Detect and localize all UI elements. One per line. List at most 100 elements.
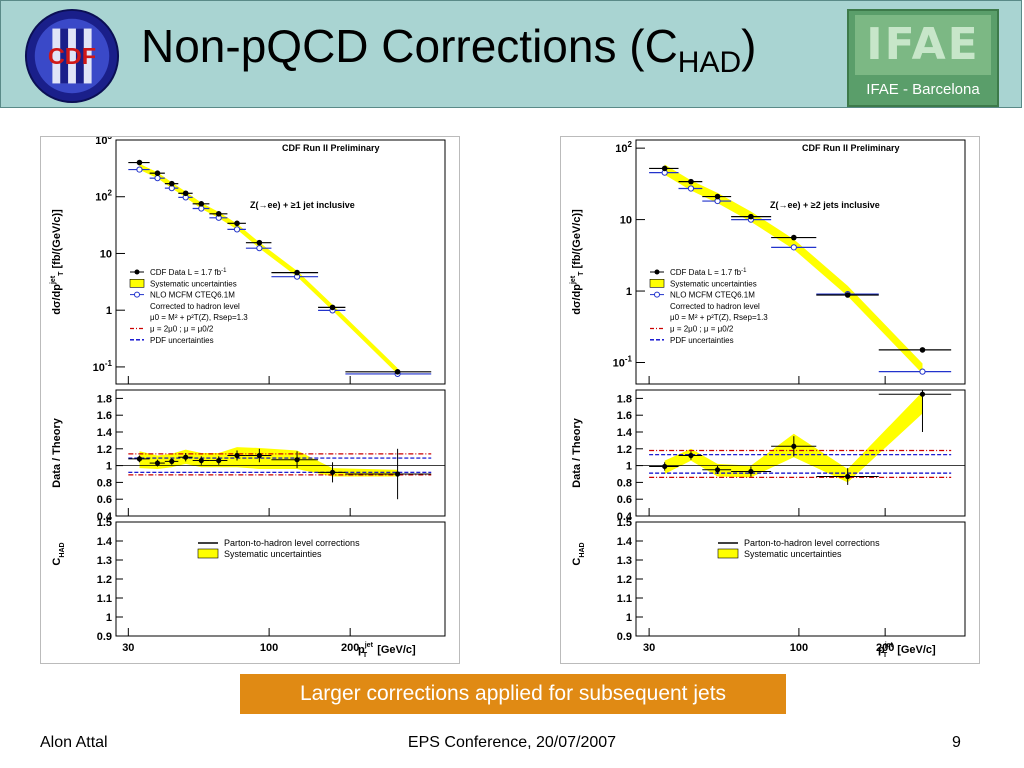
data-point [329,304,336,311]
preliminary-label: CDF Run II Preliminary [282,143,380,153]
title-sub: HAD [677,46,742,80]
data-point [215,211,222,217]
y-tick-label-top: 102 [95,189,112,204]
data-point [182,190,189,197]
ratio-point [136,456,143,462]
frame-bot [635,521,966,637]
x-axis-label: pjet T [GeV/c] [358,642,416,659]
ratio-point [169,458,175,464]
legend-entry: CDF Data L = 1.7 fb-1 [150,268,227,277]
legend-chad-band-label: Systematic uncertainties [224,549,322,559]
systematic-band-mid [139,447,398,477]
y-tick-label-top: 10-1 [93,359,113,374]
x-tick-label: 200 [876,642,894,654]
data-point [234,220,240,227]
footer-page-number: 9 [952,734,961,751]
legend-entry: NLO MCFM CTEQ6.1M [670,291,755,300]
ifae-logo-text: IFAE [866,19,980,70]
y-tick-label-bot: 1.5 [617,517,632,529]
y-tick-label-mid: 1 [626,461,632,473]
legend-entry: Systematic uncertainties [150,279,237,288]
slide-header: CDF Non-pQCD Corrections (CHAD) IFAE IFA… [0,0,1022,108]
title-main: Non-pQCD Corrections (C [141,20,678,72]
legend-band-swatch [649,279,665,288]
y-axis-label-mid: Data / Theory [51,417,63,488]
systematic-band-top [664,164,923,374]
data-point [791,234,797,241]
legend-nlo-marker [134,291,140,298]
y-tick-label-bot: 1.2 [97,574,112,586]
data-point [198,201,205,207]
legend-chad-label: Parton-to-hadron level corrections [224,538,360,548]
y-tick-label-mid: 1.8 [97,393,112,405]
panel-label: Z(→ee) + ≥2 jets inclusive [770,200,880,210]
y-tick-label-bot: 1.5 [97,517,112,529]
ratio-point [154,460,161,466]
y-axis-label-mid: Data / Theory [571,417,583,488]
y-tick-label-top: 1 [106,305,112,317]
y-tick-label-bot: 1.2 [617,574,632,586]
figure-border [40,136,460,664]
y-tick-label-bot: 1.1 [97,593,112,605]
data-point [748,213,754,220]
legend-data-marker [134,269,140,275]
y-tick-label-bot: 1.4 [97,536,113,548]
ifae-logo: IFAE IFAE - Barcelona [847,9,999,107]
y-tick-label-mid: 1.6 [617,410,632,422]
ratio-point [216,457,222,464]
legend-entry: Corrected to hadron level [150,302,240,311]
ratio-point [198,457,204,464]
data-point [136,159,143,166]
panel-label: Z(→ee) + ≥1 jet inclusive [250,200,355,210]
ratio-point [329,469,336,475]
y-tick-label-mid: 1.8 [617,393,632,405]
data-point [919,347,926,353]
y-tick-label-top: 10 [100,248,112,260]
frame-bot [115,521,446,637]
x-tick-label: 30 [122,642,134,654]
page-title: Non-pQCD Corrections (CHAD) [141,19,756,80]
legend-chad-band [197,548,219,559]
ratio-point [394,471,401,477]
chart-plus2-jets: 102 10 1 10-1 CDF Run II Preliminary Z(→ee) +… [560,136,980,664]
data-point [154,170,161,176]
legend-entry: PDF uncertainties [150,336,214,345]
y-tick-label-top: 10 [620,215,632,227]
ratio-point [791,443,797,449]
nlo-point [198,205,205,212]
y-axis-label-bot: CHAD [571,542,586,565]
cdf-logo-text: CDF [48,43,96,69]
data-point [661,165,668,172]
y-tick-label-top: 102 [615,140,632,155]
data-point [394,369,401,375]
legend-data-marker [654,269,660,275]
legend-band-swatch [129,279,145,288]
legend-entry: Corrected to hadron level [670,302,760,311]
title-close: ) [741,20,757,72]
y-tick-label-mid: 1 [106,461,112,473]
y-tick-label-top: 103 [95,136,112,147]
nlo-point [136,166,143,173]
cdf-logo: CDF [24,8,120,104]
y-tick-label-bot: 1.3 [617,555,632,567]
nlo-point [154,175,161,182]
callout-box: Larger corrections applied for subsequen… [240,674,786,714]
y-tick-label-mid: 1.2 [97,444,112,456]
ratio-point [748,468,754,475]
y-tick-label-bot: 1.3 [97,555,112,567]
y-tick-label-mid: 0.4 [617,511,633,523]
ratio-point [234,452,240,459]
preliminary-label: CDF Run II Preliminary [802,143,900,153]
ratio-point [688,452,694,459]
data-point [688,178,694,185]
ifae-logo-mark: IFAE [855,15,991,75]
nlo-point [256,245,263,252]
x-tick-label: 100 [260,642,278,654]
footer-author: Alon Attal [40,734,108,751]
legend-chad-band-label: Systematic uncertainties [744,549,842,559]
legend-entry: μ = 2μ0 ; μ = μ0/2 [150,325,214,334]
y-tick-label-bot: 1 [626,612,632,624]
y-tick-label-mid: 1.2 [617,444,632,456]
y-tick-label-top: 1 [626,286,632,298]
